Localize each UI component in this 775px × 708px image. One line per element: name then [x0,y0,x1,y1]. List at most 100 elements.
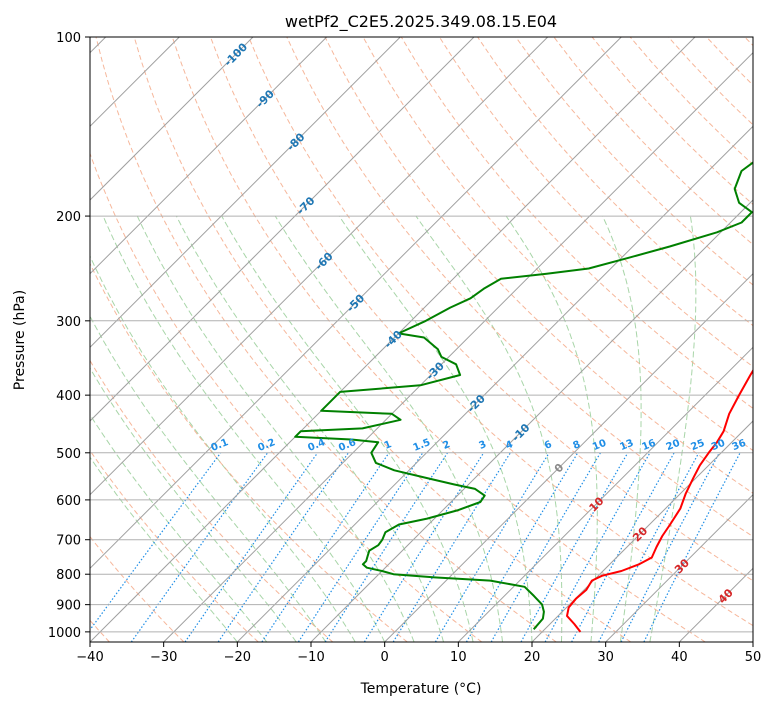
mixing-ratio-line [324,452,449,642]
isotherm-line [90,37,549,496]
mixing-ratio-line [363,452,485,642]
isotherms [90,37,753,642]
dry-adiabat-line [90,535,185,642]
chart-line-labels: 0.1 0.2 0.4 0.6 1 1.5 2 3 4 6 8 10 13 16 20 25 30 36-100-… [209,40,747,606]
mixing-ratio-label: 0.1 [209,437,230,454]
y-tick-label: 800 [56,568,81,583]
isotherm-line [90,37,401,349]
dry-adiabat-line [248,37,753,582]
y-tick-label: 300 [56,315,81,330]
dry-adiabat-line [668,37,753,126]
isotherm-line [163,51,753,642]
y-tick-label: 600 [56,494,81,509]
dry-adiabat-line [210,37,753,627]
x-tick-label: 50 [745,650,762,665]
isotherm-line [90,37,696,642]
dry-adiabat-line [706,37,753,86]
y-axis-label: Pressure (hPa) [12,290,28,390]
isotherm-line [384,272,753,642]
mixing-ratio-label: 4 [504,439,515,452]
y-tick-label: 200 [56,210,81,225]
x-axis: −40 −30 −20 −10 0 10 20 30 40 50 [76,642,761,665]
mixing-ratio-label: 16 [640,438,657,453]
y-axis: 100 200 300 400 500 600 700 800 900 1000 [48,31,90,641]
isotherm-line [605,493,753,642]
temperature-profile-line [566,368,753,633]
isotherm-line [90,37,254,201]
mixing-ratio-label: 6 [543,439,554,452]
isotherm-line [236,125,753,642]
y-tick-label: 400 [56,389,81,404]
mixing-ratio-line [520,452,629,642]
dry-adiabat-line [90,262,408,642]
isotherm-label: -80 [284,130,307,153]
mixing-ratio-label: 20 [665,438,682,453]
mixing-ratio-line [434,452,550,642]
mixing-ratio-line [490,452,602,642]
mixing-ratio-label: 1.5 [412,437,433,454]
isotherm-line [457,346,753,642]
isotherm-line [90,37,622,570]
isotherm-line [678,567,753,642]
mixing-ratio-label: 13 [618,438,635,453]
mixing-ratio-line [544,452,651,642]
mixing-ratio-line [571,452,675,642]
isotherm-line [90,37,475,422]
x-tick-label: 40 [671,650,688,665]
isotherm-line [310,199,753,642]
x-tick-label: 20 [524,650,541,665]
pressure-gridlines [90,37,753,633]
y-tick-label: 900 [56,599,81,614]
dry-adiabat-line [90,449,259,642]
y-tick-label: 700 [56,534,81,549]
mixing-ratio-label: 10 [591,438,608,453]
mixing-ratio-label: 8 [571,439,582,452]
mixing-ratio-label: 0.4 [306,437,327,454]
mixing-ratio-label: 0.2 [256,437,277,454]
mixing-ratio-lines [90,452,741,642]
mixing-ratio-label: 2 [441,439,452,452]
dry-adiabat-line [400,37,753,409]
mixing-ratio-label: 3 [477,439,488,452]
mixing-ratio-label: 30 [710,438,727,453]
moist-adiabat-line [90,315,327,642]
y-tick-label: 1000 [48,626,81,641]
mixing-ratio-line [217,452,349,642]
dry-adiabat-line [744,37,753,47]
isotherm-line [752,641,753,642]
mixing-ratio-label: 1 [383,439,394,452]
mixing-ratio-line [184,452,319,642]
mixing-ratio-line [90,452,222,631]
plot-frame [89,36,754,643]
x-tick-label: 0 [381,650,389,665]
x-tick-label: −40 [76,650,103,665]
x-tick-label: 30 [597,650,614,665]
dry-adiabat-line [286,37,753,538]
moist-adiabat-line [90,456,238,642]
mixing-ratio-line [598,452,700,642]
moist-adiabat-line [90,255,356,642]
dry-adiabat-line [90,359,334,642]
moist-adiabat-line [102,215,386,642]
mixing-ratio-line [261,452,390,642]
x-tick-label: −10 [297,650,324,665]
dry-adiabat-line [133,37,632,642]
y-tick-label: 100 [56,31,81,46]
dry-adiabat-line [477,37,753,327]
isotherm-line [90,37,328,275]
mixing-ratio-line [620,452,720,642]
moist-adiabat-line [602,215,642,642]
isotherm-label: -100 [222,40,251,69]
x-tick-label: 10 [450,650,467,665]
dry-adiabat-line [90,152,483,642]
chart-title: wetPf2_C2E5.2025.349.08.15.E04 [285,12,557,32]
dry-adiabat-line [171,37,706,642]
mixing-ratio-label: 25 [689,438,706,453]
moist-adiabat-line [136,215,415,642]
isotherm-line [531,420,753,642]
y-tick-label: 500 [56,447,81,462]
profile-series [294,161,753,633]
x-tick-label: −30 [150,650,177,665]
isotherm-label: 10 [587,494,607,514]
